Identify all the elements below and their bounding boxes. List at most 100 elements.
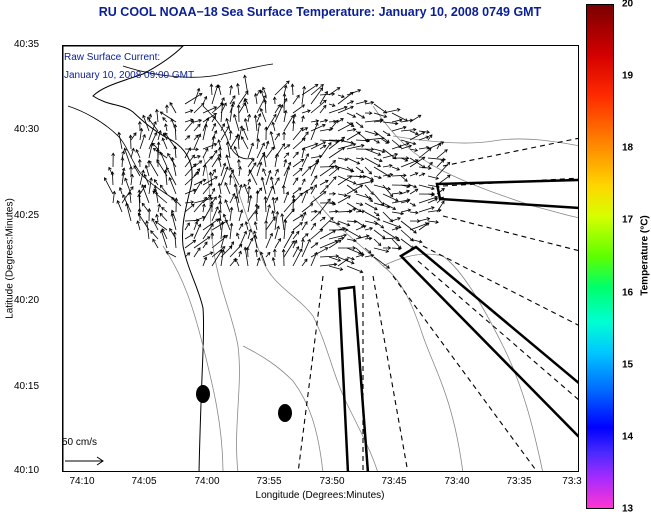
current-vector — [328, 256, 341, 262]
current-vector — [328, 103, 336, 107]
current-vector — [121, 186, 134, 204]
current-vector — [346, 247, 362, 255]
current-vector — [220, 97, 225, 105]
current-vector-head — [359, 184, 364, 188]
current-vector — [355, 254, 365, 258]
current-vector — [211, 123, 216, 132]
current-vector — [234, 258, 240, 267]
current-vector-head — [352, 207, 357, 212]
current-vector-head — [222, 213, 227, 218]
current-vector — [337, 139, 354, 144]
current-vector-head — [224, 199, 228, 203]
current-vector-head — [376, 217, 381, 221]
current-vector — [256, 113, 261, 123]
current-vector — [355, 235, 369, 240]
current-vector — [184, 163, 197, 177]
current-vector-head — [217, 156, 222, 161]
station-marker[interactable] — [196, 385, 210, 403]
current-vector — [193, 160, 202, 168]
current-vector — [355, 202, 363, 206]
y-tick-label: 40:35 — [14, 39, 40, 50]
current-vector — [355, 175, 363, 178]
current-vector — [364, 184, 374, 195]
current-vector — [236, 232, 240, 240]
current-vector-head — [117, 131, 122, 136]
current-vector-head — [291, 120, 296, 124]
current-vector — [274, 169, 279, 177]
current-vector — [219, 195, 222, 204]
current-vector — [184, 220, 199, 222]
current-vector — [130, 132, 137, 141]
current-vector — [310, 211, 321, 222]
current-vector — [346, 238, 357, 242]
current-vector-head — [186, 222, 190, 227]
current-vector-head — [406, 189, 410, 194]
current-vector-head — [254, 203, 259, 207]
current-vector — [373, 120, 383, 123]
current-vector-head — [220, 102, 225, 106]
current-vector — [319, 139, 339, 142]
current-vector — [219, 147, 222, 159]
current-vector-head — [360, 169, 365, 174]
current-vector-head — [242, 127, 246, 132]
current-vector-head — [234, 195, 239, 200]
current-vector-head — [255, 190, 260, 194]
current-vector-head — [293, 239, 298, 244]
current-vector-head — [440, 141, 445, 145]
current-vector — [355, 180, 374, 186]
current-vector-head — [295, 151, 299, 156]
current-vector-head — [148, 160, 152, 164]
current-vector-head — [418, 239, 423, 244]
current-vector-head — [221, 246, 226, 250]
current-vector-head — [222, 234, 226, 239]
current-vector-head — [236, 104, 241, 108]
current-vector-head — [282, 131, 286, 135]
current-vector — [151, 218, 159, 231]
current-vector — [319, 119, 328, 123]
current-vector-head — [359, 269, 364, 274]
current-vector — [133, 165, 141, 177]
current-vector-head — [312, 222, 316, 227]
current-vector-head — [347, 195, 351, 199]
current-vector-head — [208, 171, 213, 176]
current-vector-head — [186, 252, 191, 256]
current-vector — [237, 83, 240, 96]
current-vector — [364, 130, 378, 136]
current-vector — [184, 120, 194, 132]
current-vector — [254, 221, 258, 231]
current-vector-head — [253, 114, 258, 119]
current-vector-head — [137, 189, 142, 193]
current-vector — [229, 85, 232, 96]
current-vector-head — [270, 146, 275, 151]
current-vector-head — [253, 221, 258, 225]
current-vector — [262, 168, 267, 177]
station-marker[interactable] — [278, 404, 292, 422]
current-vector-head — [221, 122, 226, 127]
current-vector-head — [266, 251, 271, 256]
current-vector-head — [410, 237, 414, 242]
current-vector-head — [159, 184, 164, 189]
current-vector-head — [377, 152, 382, 156]
current-vector-head — [283, 109, 288, 114]
current-vector — [255, 93, 258, 105]
current-vector-head — [263, 196, 268, 200]
current-vector — [337, 220, 350, 226]
current-vector-head — [343, 233, 348, 238]
current-vector — [292, 94, 300, 105]
current-vector-head — [190, 200, 195, 205]
current-vector-head — [441, 188, 445, 192]
current-vector-head — [137, 208, 142, 212]
current-vector — [224, 199, 231, 213]
current-vector — [373, 238, 382, 246]
current-vector — [364, 237, 372, 240]
colorbar-tick: 19 — [622, 70, 634, 82]
current-vector-head — [431, 206, 435, 210]
current-vector — [211, 220, 228, 231]
current-vector — [238, 90, 249, 105]
current-vector — [355, 112, 365, 119]
map-panel[interactable] — [62, 45, 579, 472]
current-vector-head — [104, 177, 108, 181]
current-vector — [184, 135, 190, 141]
current-vector-head — [234, 257, 238, 262]
current-vector-head — [341, 94, 345, 99]
